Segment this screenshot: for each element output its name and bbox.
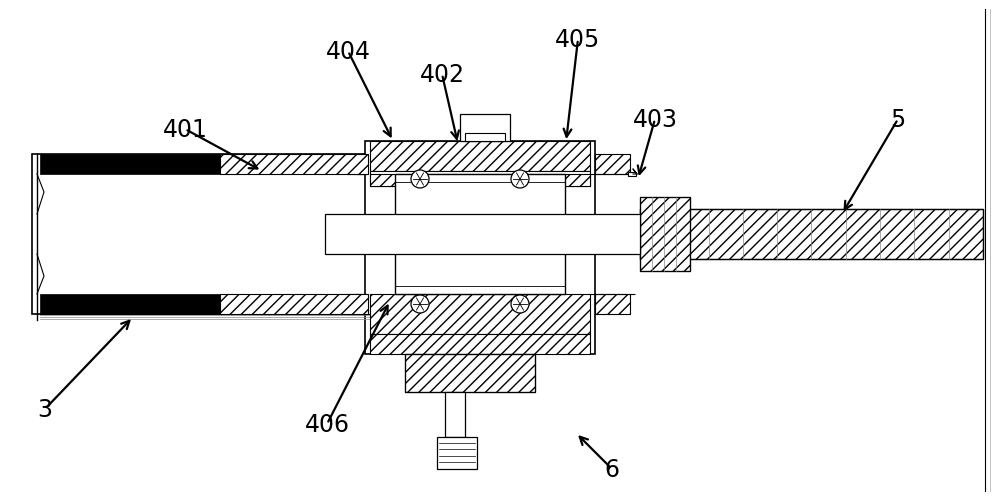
Bar bbox=[220, 295, 368, 314]
Bar bbox=[437, 437, 477, 469]
Bar bbox=[370, 175, 590, 187]
Bar bbox=[405, 354, 535, 392]
Circle shape bbox=[411, 296, 429, 313]
Bar bbox=[640, 209, 983, 260]
Text: 403: 403 bbox=[633, 108, 678, 132]
Bar bbox=[640, 197, 690, 272]
Bar bbox=[370, 142, 590, 172]
Bar bbox=[465, 134, 505, 142]
Bar bbox=[347, 155, 365, 175]
Bar bbox=[347, 295, 365, 314]
Text: 402: 402 bbox=[420, 63, 464, 87]
Bar bbox=[405, 354, 535, 392]
Text: 5: 5 bbox=[890, 108, 906, 132]
Bar bbox=[640, 197, 690, 272]
Bar bbox=[460, 115, 510, 142]
Text: 6: 6 bbox=[604, 457, 620, 481]
Bar bbox=[370, 172, 590, 187]
Text: 406: 406 bbox=[305, 412, 350, 436]
Bar bbox=[220, 155, 368, 175]
Circle shape bbox=[411, 171, 429, 188]
Text: 404: 404 bbox=[326, 40, 371, 64]
Bar bbox=[40, 155, 368, 175]
Bar bbox=[628, 173, 636, 177]
Bar bbox=[595, 155, 630, 175]
Text: 3: 3 bbox=[38, 397, 53, 421]
Circle shape bbox=[511, 296, 529, 313]
Bar bbox=[325, 214, 640, 255]
Text: 405: 405 bbox=[555, 28, 601, 52]
Bar bbox=[445, 392, 465, 437]
Bar bbox=[640, 209, 983, 260]
Bar bbox=[370, 295, 590, 334]
Bar bbox=[395, 175, 565, 295]
Bar bbox=[32, 155, 368, 314]
Bar bbox=[365, 142, 595, 354]
Bar bbox=[40, 295, 368, 314]
Bar bbox=[595, 295, 630, 314]
Circle shape bbox=[511, 171, 529, 188]
Bar bbox=[370, 334, 590, 354]
Text: 401: 401 bbox=[163, 118, 207, 142]
